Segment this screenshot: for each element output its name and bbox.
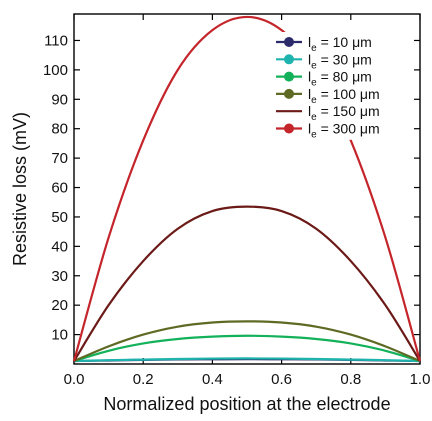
y-tick-label: 30 bbox=[51, 268, 68, 285]
axis-ticks: 0.0 0.2 0.4 0.6 0.8 1.0 10 20 30 40 50 60 70 80 90 100 1… bbox=[43, 14, 430, 388]
series-line-3 bbox=[73, 320, 421, 363]
y-tick-label: 10 bbox=[51, 327, 68, 344]
y-tick-label: 90 bbox=[51, 91, 68, 108]
legend-marker-2 bbox=[284, 71, 294, 82]
legend-label-4: le = 150 μm bbox=[308, 103, 380, 123]
legend-label-main: l bbox=[308, 103, 311, 119]
y-tick-label: 20 bbox=[51, 297, 68, 314]
legend-background bbox=[272, 32, 412, 140]
legend-label-main: l bbox=[308, 121, 311, 137]
legend-marker-5 bbox=[284, 123, 294, 134]
legend-label-1: le = 30 μm bbox=[308, 51, 372, 71]
x-tick-label: 1.0 bbox=[410, 371, 431, 388]
legend-label-0: le = 10 μm bbox=[308, 34, 372, 54]
legend-label-sub: e bbox=[311, 43, 317, 54]
x-tick-label: 0.6 bbox=[271, 371, 292, 388]
legend-label-sub: e bbox=[311, 130, 317, 141]
series-line-4 bbox=[73, 205, 421, 362]
series-line-1 bbox=[73, 357, 421, 363]
legend-label-rest: = 100 μm bbox=[317, 86, 380, 102]
legend-label-rest: = 80 μm bbox=[317, 69, 372, 85]
series-line-2 bbox=[73, 334, 421, 363]
x-tick-label: 0.2 bbox=[133, 371, 154, 388]
x-tick-label: 0.8 bbox=[340, 371, 361, 388]
legend-label-sub: e bbox=[311, 112, 317, 123]
y-axis-label: Resistive loss (mV) bbox=[10, 112, 30, 266]
legend-label-rest: = 10 μm bbox=[317, 34, 372, 50]
legend-label-main: l bbox=[308, 34, 311, 50]
y-tick-label: 110 bbox=[44, 32, 68, 49]
legend-label-sub: e bbox=[311, 78, 317, 89]
legend-label-main: l bbox=[308, 86, 311, 102]
legend-marker-3 bbox=[284, 88, 294, 99]
legend-marker-0 bbox=[284, 37, 294, 47]
legend-label-sub: e bbox=[311, 60, 317, 71]
y-tick-label: 80 bbox=[51, 121, 68, 138]
y-tick-label: 50 bbox=[51, 209, 68, 226]
x-tick-label: 0.0 bbox=[64, 371, 85, 388]
y-tick-label: 70 bbox=[51, 150, 68, 167]
series-line-5 bbox=[72, 15, 422, 362]
y-tick-label: 60 bbox=[51, 180, 68, 197]
y-tick-label: 100 bbox=[43, 62, 68, 79]
legend-marker-1 bbox=[284, 54, 294, 65]
legend-label-rest: = 150 μm bbox=[317, 103, 380, 119]
legend-label-rest: = 30 μm bbox=[317, 51, 372, 67]
legend-label-5: le = 300 μm bbox=[308, 121, 380, 141]
legend-label-main: l bbox=[308, 51, 311, 67]
x-tick-label: 0.4 bbox=[202, 371, 223, 388]
legend-label-main: l bbox=[308, 69, 311, 85]
series-layer bbox=[72, 15, 422, 363]
x-axis-label: Normalized position at the electrode bbox=[103, 394, 390, 414]
legend-label-rest: = 300 μm bbox=[317, 121, 380, 137]
y-tick-label: 40 bbox=[51, 238, 68, 255]
legend-label-2: le = 80 μm bbox=[308, 69, 372, 89]
legend-label-3: le = 100 μm bbox=[308, 86, 380, 106]
legend-label-sub: e bbox=[311, 95, 317, 106]
